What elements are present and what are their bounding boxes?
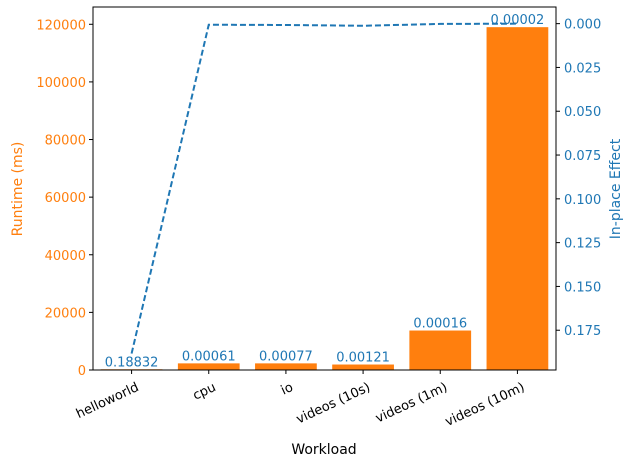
bar-videos-10m- <box>486 27 549 371</box>
y-right-tick-label: 0.100 <box>564 193 601 208</box>
bar-io <box>255 363 317 370</box>
data-label: 0.18832 <box>105 355 159 370</box>
y-right-tick-label: 0.025 <box>564 61 601 76</box>
x-axis-label: Workload <box>291 442 356 458</box>
y-right-tick-label: 0.125 <box>564 237 601 252</box>
bar-cpu <box>177 363 240 370</box>
y-axis-right-label: In-place Effect <box>608 138 624 239</box>
x-tick-label: videos (1m) <box>373 380 450 426</box>
y-left-tick-label: 0 <box>78 364 86 379</box>
y-left-tick-label: 120000 <box>36 18 86 33</box>
bar-videos-1m- <box>409 330 472 370</box>
x-tick-label: videos (10m) <box>443 380 527 430</box>
bars-layer <box>100 27 549 371</box>
y-right-tick-label: 0.175 <box>564 324 601 339</box>
data-label: 0.00077 <box>259 349 313 364</box>
x-tick-label: cpu <box>191 380 219 404</box>
x-tick-label: videos (10s) <box>294 380 373 427</box>
y-right-tick-label: 0.150 <box>564 280 601 295</box>
data-label: 0.00016 <box>413 317 467 332</box>
y-left-tick-label: 60000 <box>45 191 86 206</box>
plot-frame <box>92 6 557 371</box>
bar-videos-10s- <box>332 364 394 370</box>
y-left-tick-label: 20000 <box>45 306 86 321</box>
y-axis-left-label: Runtime (ms) <box>10 142 26 237</box>
x-tick-label: helloworld <box>74 380 141 422</box>
y-right-tick-label: 0.075 <box>564 149 601 164</box>
y-right-tick-label: 0.050 <box>564 105 601 120</box>
y-right-tick-label: 0.000 <box>564 18 601 33</box>
data-label: 0.00061 <box>182 349 236 364</box>
y-left-tick-label: 40000 <box>45 249 86 264</box>
line-layer: 0.18832 0.00061 0.00077 0.00121 0.00016 0.000… <box>105 13 545 370</box>
y-left-tick-label: 100000 <box>36 76 86 91</box>
x-tick-label: io <box>279 380 296 399</box>
in-place-effect-line <box>130 22 518 354</box>
y-left-tick-label: 80000 <box>45 134 86 149</box>
data-label: 0.00002 <box>491 13 545 28</box>
data-label: 0.00121 <box>336 351 390 366</box>
